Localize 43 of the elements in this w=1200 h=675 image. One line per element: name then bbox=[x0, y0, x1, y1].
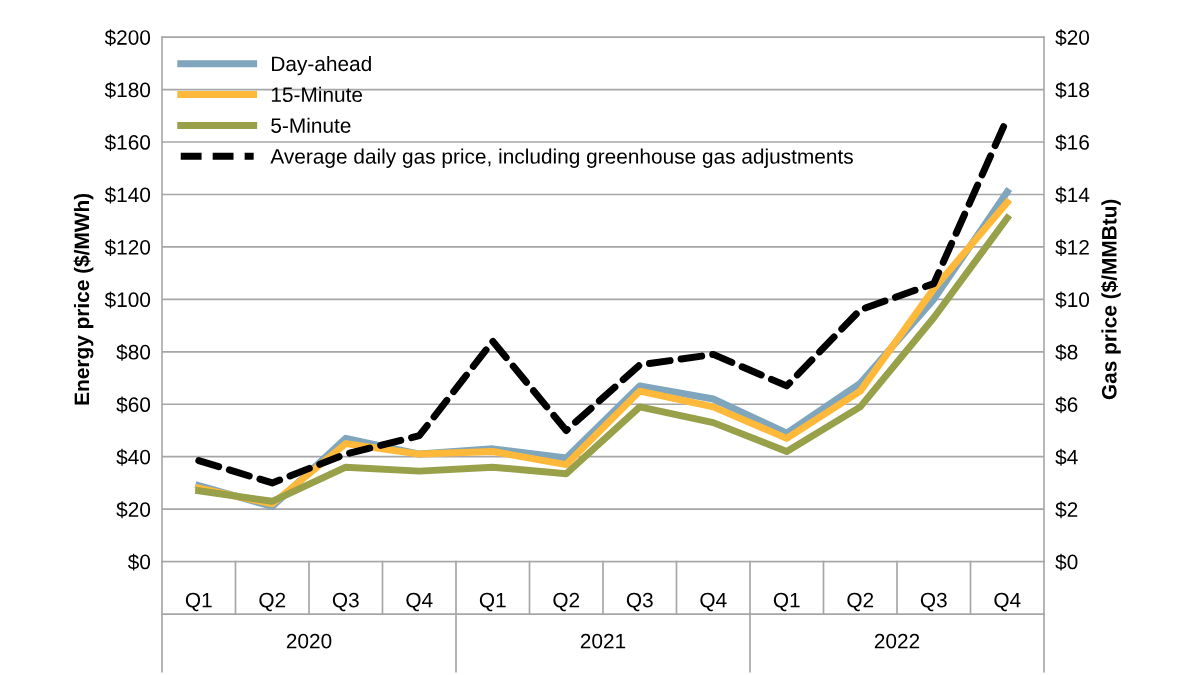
y2-tick-label: $18 bbox=[1055, 81, 1089, 99]
y2-tick-label: $14 bbox=[1055, 186, 1090, 204]
y2-tick-label: $20 bbox=[1055, 29, 1090, 47]
x-tick-label: Q4 bbox=[406, 592, 433, 612]
legend-label: Average daily gas price, including greenhouse gas adjustments bbox=[270, 148, 853, 168]
y-tick-label: $40 bbox=[116, 448, 151, 466]
text: 2021 bbox=[580, 633, 626, 649]
text: 2020 bbox=[286, 633, 332, 649]
x-tick-label: Q2 bbox=[553, 592, 580, 612]
x-tick-label: Q3 bbox=[332, 592, 359, 612]
x-tick-label: Q1 bbox=[185, 592, 212, 612]
y2-tick-label: $12 bbox=[1055, 239, 1089, 256]
y2-axis-title: Gas price ($/MMBtu) bbox=[1100, 199, 1121, 400]
y2-tick-label: $2 bbox=[1055, 501, 1078, 519]
y2-tick-label: $6 bbox=[1055, 396, 1078, 414]
y-tick-label: $60 bbox=[116, 396, 151, 414]
x-tick-label: Q2 bbox=[259, 592, 286, 612]
legend-label: 15-Minute bbox=[271, 86, 363, 103]
legend-label: Day-ahead bbox=[272, 55, 371, 76]
x-tick-label: Q1 bbox=[773, 592, 800, 612]
x-tick-label: Q4 bbox=[994, 592, 1021, 612]
x-tick-label: Q3 bbox=[626, 592, 653, 612]
y-axis-title: Energy price ($/MWh) bbox=[73, 193, 94, 405]
y-tick-label: $180 bbox=[104, 81, 151, 99]
x-tick-label: Q4 bbox=[700, 592, 727, 612]
y2-tick-label: $0 bbox=[1055, 553, 1078, 571]
y-tick-label: $160 bbox=[104, 134, 151, 152]
y-tick-label: $80 bbox=[116, 343, 151, 361]
x-tick-label: Q1 bbox=[479, 592, 506, 612]
y2-tick-label: $16 bbox=[1055, 134, 1089, 152]
x-tick-label: Q2 bbox=[847, 592, 874, 612]
y2-tick-label: $8 bbox=[1055, 343, 1078, 361]
text: 2022 bbox=[874, 633, 920, 649]
y-tick-label: $100 bbox=[104, 291, 151, 309]
legend-label: 5-Minute bbox=[271, 117, 351, 133]
x-tick-label: Q3 bbox=[920, 592, 947, 612]
y-tick-label: $120 bbox=[104, 239, 151, 256]
y2-tick-label: $10 bbox=[1055, 291, 1090, 309]
y-tick-label: $20 bbox=[116, 501, 151, 519]
y-tick-label: $140 bbox=[104, 186, 151, 204]
y-tick-label: $0 bbox=[127, 553, 151, 571]
y-tick-label: $200 bbox=[104, 29, 151, 47]
y2-tick-label: $4 bbox=[1055, 448, 1078, 466]
